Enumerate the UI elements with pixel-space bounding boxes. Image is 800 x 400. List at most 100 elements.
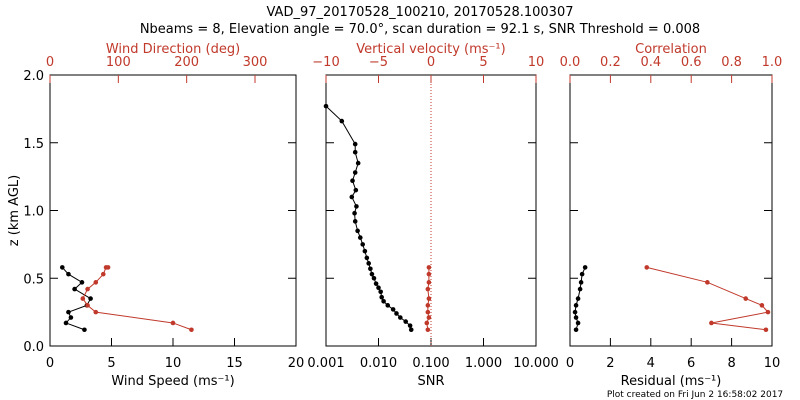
data-point (705, 280, 710, 285)
data-point (394, 311, 399, 316)
data-point (79, 280, 85, 285)
series-line (426, 267, 430, 330)
panel-3: 0 2 4 6 8 10 Residual (ms⁻¹) 0.0 0.2 0.4 0.6 0.8 1.0… (560, 42, 783, 389)
data-point (352, 219, 358, 224)
x-axis-label: SNR (417, 374, 444, 389)
data-point (381, 298, 386, 304)
top-axis-label: Wind Direction (deg) (106, 42, 240, 57)
data-point (373, 281, 379, 286)
plot-footer: Plot created on Fri Jun 2 16:58:02 2017 (607, 390, 783, 400)
top-tick-label: 100 (106, 55, 131, 70)
data-point (60, 265, 65, 270)
y-tick-label: 1.0 (23, 205, 44, 220)
x-tick-label: 15 (226, 356, 243, 371)
data-point (390, 307, 396, 312)
top-tick-label: 0.6 (681, 55, 702, 70)
data-point (426, 265, 432, 270)
data-point (357, 235, 363, 240)
data-point (426, 280, 432, 285)
series-line (646, 266, 769, 331)
data-point (425, 309, 431, 315)
top-tick-label: 0 (427, 55, 435, 70)
data-point (369, 271, 375, 277)
top-tick-label: 300 (243, 55, 268, 70)
x-tick-label: 0.001 (307, 356, 344, 371)
data-point (350, 178, 355, 183)
data-point (355, 228, 360, 234)
data-point (426, 315, 432, 320)
data-point (573, 315, 579, 320)
panel-frame (569, 74, 773, 347)
data-point (425, 327, 431, 333)
data-point (354, 204, 359, 209)
data-point (371, 275, 377, 281)
data-point (66, 271, 71, 277)
data-point (170, 320, 176, 326)
x-axis-label: Residual (ms⁻¹) (621, 374, 722, 389)
x-axis-label: Wind Speed (ms⁻¹) (111, 374, 234, 389)
y-tick-label: 1.5 (23, 137, 44, 152)
x-tick-label: 10 (764, 356, 781, 371)
data-point (189, 327, 194, 333)
data-point (397, 315, 403, 320)
data-point (352, 170, 358, 175)
data-point (424, 320, 430, 326)
data-point (425, 286, 431, 292)
top-axis-label: Correlation (635, 42, 707, 57)
data-point (323, 103, 329, 109)
data-point (366, 261, 371, 266)
data-point (66, 309, 71, 315)
data-point (353, 187, 359, 193)
data-point (573, 303, 579, 308)
data-point (82, 327, 87, 333)
data-point (339, 118, 345, 124)
x-tick-label: 0 (46, 356, 54, 371)
data-point (352, 210, 357, 216)
data-point (88, 296, 93, 301)
top-tick-label: 10 (528, 55, 545, 70)
data-point (379, 294, 384, 300)
panel-2: 0.001 0.010 0.100 1.000 10.000 SNR −10 −5 0 5 10 Ve… (307, 42, 558, 389)
x-tick-label: 5 (107, 356, 115, 371)
data-point (575, 320, 581, 326)
x-tick-label: 8 (727, 356, 735, 371)
data-point (93, 280, 99, 285)
data-point (763, 327, 769, 333)
x-tick-label: 10 (165, 356, 182, 371)
panel-1: 0.0 0.5 1.0 1.5 2.0 z (km AGL) 0 5 10 15 20 Wind Sp… (7, 42, 304, 389)
y-tick-label: 2.0 (23, 69, 44, 84)
figure-title-line1: VAD_97_20170528_100210, 20170528.100307 (267, 5, 574, 20)
data-point (362, 248, 368, 254)
data-point (579, 271, 585, 277)
series-line (574, 267, 586, 330)
data-point (105, 265, 111, 270)
data-point (364, 255, 370, 261)
top-tick-label: −5 (369, 55, 388, 70)
y-tick-label: 0.5 (23, 272, 44, 287)
data-point (349, 194, 355, 200)
data-point (575, 296, 581, 301)
top-tick-label: 1.0 (762, 55, 783, 70)
data-point (644, 265, 650, 270)
data-point (426, 271, 432, 277)
data-point (352, 141, 358, 147)
figure-title-line2: Nbeams = 8, Elevation angle = 70.0°, sca… (140, 22, 700, 37)
x-tick-label: 6 (687, 356, 695, 371)
top-axis-label: Vertical velocity (ms⁻¹) (356, 42, 505, 57)
data-point (85, 303, 90, 308)
data-point (376, 285, 381, 291)
y-tick-label: 0.0 (23, 340, 44, 355)
top-tick-label: 0.0 (560, 55, 581, 70)
data-point (709, 320, 714, 326)
panels: 0.0 0.5 1.0 1.5 2.0 z (km AGL) 0 5 10 15 20 Wind Sp… (7, 42, 782, 389)
top-tick-label: 0 (46, 55, 54, 70)
data-point (759, 303, 765, 308)
data-point (385, 303, 391, 308)
y-axis-label: z (km AGL) (7, 175, 22, 246)
data-point (85, 286, 90, 292)
x-tick-label: 20 (288, 356, 305, 371)
data-point (408, 327, 414, 333)
data-point (101, 271, 106, 277)
x-tick-label: 0.100 (412, 356, 449, 371)
